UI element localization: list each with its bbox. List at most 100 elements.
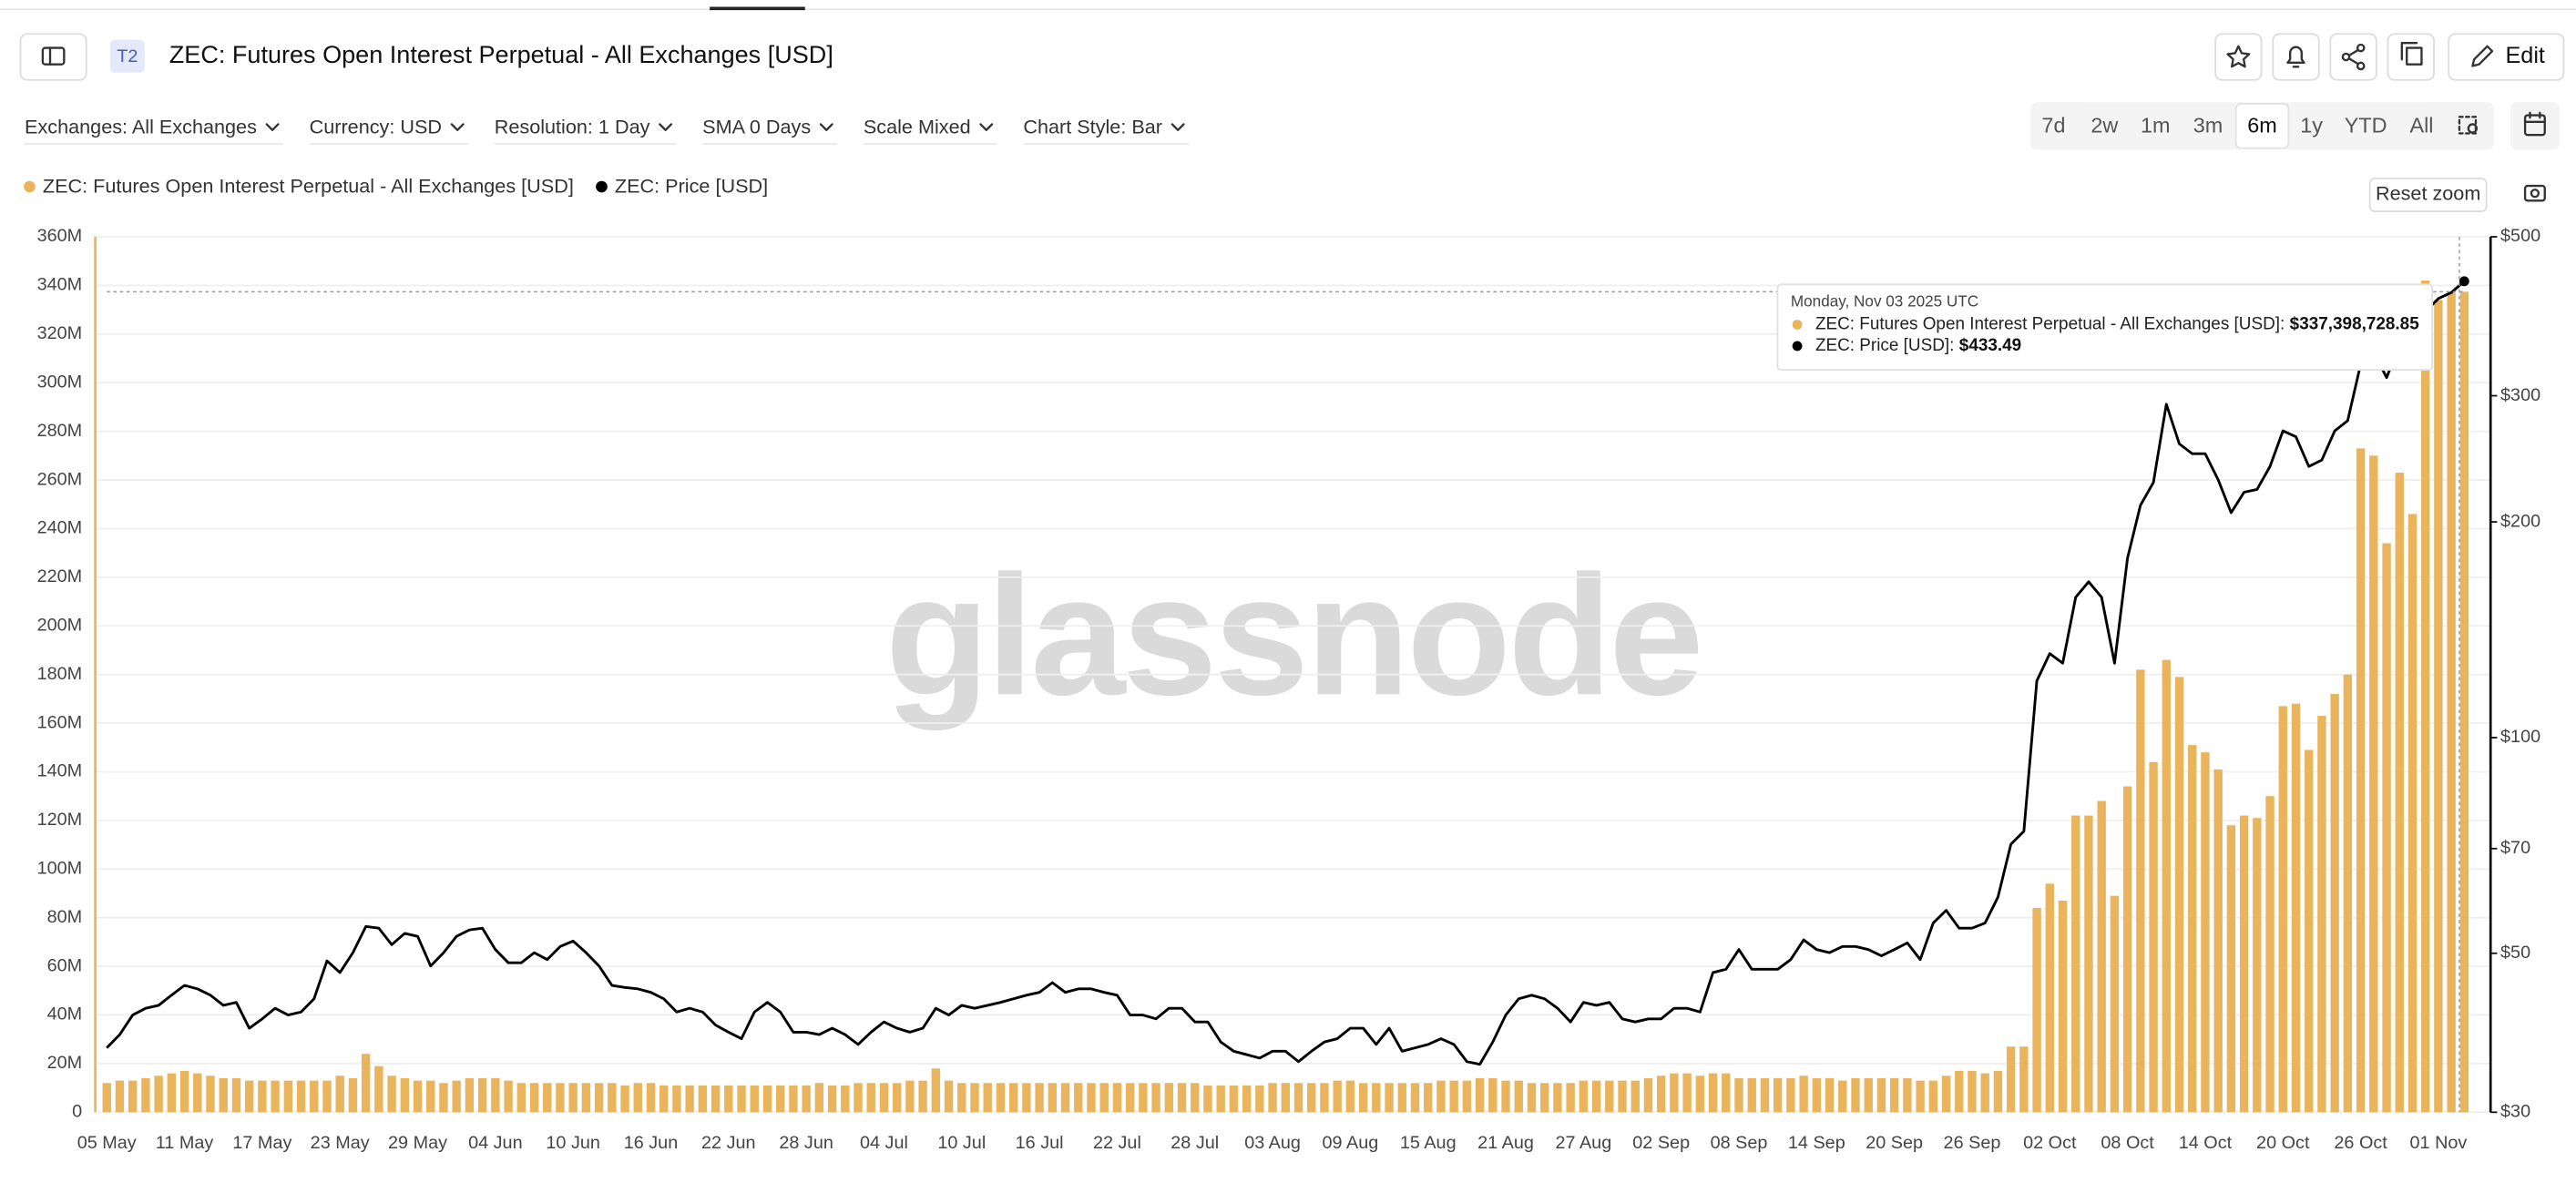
icon <box>2523 114 2546 137</box>
bar <box>335 1076 344 1113</box>
bar <box>1293 1083 1303 1113</box>
bar <box>2019 1046 2029 1113</box>
x-tick-label: 02 Sep <box>1632 1133 1690 1153</box>
range-button[interactable]: 6m <box>2247 113 2277 137</box>
button-frame[interactable] <box>2387 33 2435 81</box>
bar <box>2305 749 2314 1113</box>
bar <box>374 1066 383 1113</box>
star-button[interactable] <box>2214 33 2263 81</box>
filter-dropdown[interactable]: Resolution: 1 Day <box>495 116 650 138</box>
x-tick-label: 15 Aug <box>1400 1133 1457 1153</box>
bar <box>646 1083 656 1113</box>
bar <box>1928 1080 1938 1113</box>
reset-zoom-frame[interactable] <box>2368 178 2488 212</box>
button-frame[interactable] <box>2329 33 2377 81</box>
bar <box>193 1073 202 1113</box>
y2-tick-label: $300 <box>2500 385 2540 405</box>
range-button[interactable]: 2w <box>2090 113 2118 137</box>
range-button[interactable]: All <box>2409 113 2433 137</box>
bar <box>1916 1080 1925 1113</box>
alert-button[interactable] <box>2272 33 2320 81</box>
bar <box>905 1080 915 1113</box>
button-frame[interactable] <box>2272 33 2320 81</box>
filter-dropdown[interactable]: Exchanges: All Exchanges <box>25 116 257 138</box>
filter-dropdown[interactable]: Currency: USD <box>310 116 442 138</box>
icon <box>2286 46 2305 68</box>
share-button[interactable] <box>2329 33 2377 81</box>
edit-button[interactable]: Edit <box>2448 33 2565 81</box>
x-tick-label: 04 Jul <box>860 1133 908 1153</box>
legend-entry[interactable]: ZEC: Futures Open Interest Perpetual - A… <box>43 175 574 198</box>
bar <box>1099 1083 1109 1113</box>
screenshot-button[interactable] <box>2523 184 2546 202</box>
bar <box>1799 1076 1808 1113</box>
y-tick-label: 80M <box>47 907 83 927</box>
legend-marker <box>24 180 36 193</box>
bar <box>2071 815 2080 1113</box>
bar <box>1125 1083 1135 1113</box>
x-tick-label: 05 May <box>77 1133 137 1153</box>
range-active[interactable] <box>2234 103 2290 149</box>
bar <box>1436 1080 1446 1113</box>
bar <box>2421 280 2430 1113</box>
bar <box>698 1085 708 1113</box>
bar <box>841 1085 850 1113</box>
y-tick-label: 180M <box>37 664 83 684</box>
range-button[interactable]: YTD <box>2345 113 2387 137</box>
bar <box>789 1085 798 1113</box>
bar <box>1553 1083 1562 1113</box>
bar <box>1087 1083 1096 1113</box>
y-tick-label: 20M <box>47 1053 83 1073</box>
button-frame[interactable] <box>2510 102 2560 150</box>
bar <box>1488 1077 1498 1113</box>
bar <box>1566 1083 1575 1113</box>
bar <box>762 1085 772 1113</box>
range-button[interactable]: 7d <box>2041 113 2065 137</box>
bar <box>516 1083 526 1113</box>
bar <box>1216 1085 1225 1113</box>
bar <box>659 1085 669 1113</box>
range-button[interactable]: 3m <box>2193 113 2223 137</box>
x-tick-label: 16 Jul <box>1016 1133 1064 1153</box>
bar <box>1048 1083 1058 1113</box>
zoom-select-icon[interactable] <box>2458 116 2479 135</box>
filter-dropdown[interactable]: Chart Style: Bar <box>1023 116 1162 138</box>
bar <box>1022 1083 1031 1113</box>
bar <box>2136 669 2145 1113</box>
x-tick-label: 10 Jun <box>546 1133 600 1153</box>
bar <box>2291 703 2301 1113</box>
button-frame[interactable] <box>2214 33 2263 81</box>
bar <box>1320 1083 1329 1113</box>
edit-label[interactable]: Edit <box>2505 43 2545 68</box>
legend-entry[interactable]: ZEC: Price [USD] <box>615 175 768 198</box>
bar <box>439 1083 448 1113</box>
duplicate-button[interactable] <box>2387 33 2435 81</box>
sidebar-toggle[interactable] <box>19 33 87 81</box>
bar <box>996 1083 1006 1113</box>
x-tick-label: 28 Jul <box>1170 1133 1219 1153</box>
icon <box>2400 42 2418 61</box>
reset-zoom[interactable]: Reset zoom <box>2376 182 2480 205</box>
x-tick-label: 27 Aug <box>1555 1133 1611 1153</box>
bar <box>2174 677 2184 1113</box>
x-tick-label: 08 Sep <box>1711 1133 1768 1153</box>
filter-dropdown[interactable]: Scale Mixed <box>864 116 971 138</box>
button-frame[interactable] <box>2448 33 2565 81</box>
bar <box>892 1083 902 1113</box>
x-tick-label: 21 Aug <box>1477 1133 1534 1153</box>
button-frame[interactable] <box>19 33 87 81</box>
bar <box>2407 514 2418 1113</box>
calendar-button[interactable] <box>2510 102 2560 150</box>
bar <box>102 1083 111 1113</box>
range-button[interactable]: 1m <box>2141 113 2171 137</box>
chevron <box>450 123 465 131</box>
filter-dropdown[interactable]: SMA 0 Days <box>702 116 811 138</box>
range-button[interactable]: 1y <box>2300 113 2323 137</box>
bar <box>452 1080 461 1113</box>
x-tick-label: 16 Jun <box>624 1133 679 1153</box>
bar <box>1008 1083 1018 1113</box>
bar <box>413 1080 423 1113</box>
bar <box>983 1083 992 1113</box>
x-tick-label: 28 Jun <box>779 1133 833 1153</box>
bar <box>568 1083 578 1113</box>
